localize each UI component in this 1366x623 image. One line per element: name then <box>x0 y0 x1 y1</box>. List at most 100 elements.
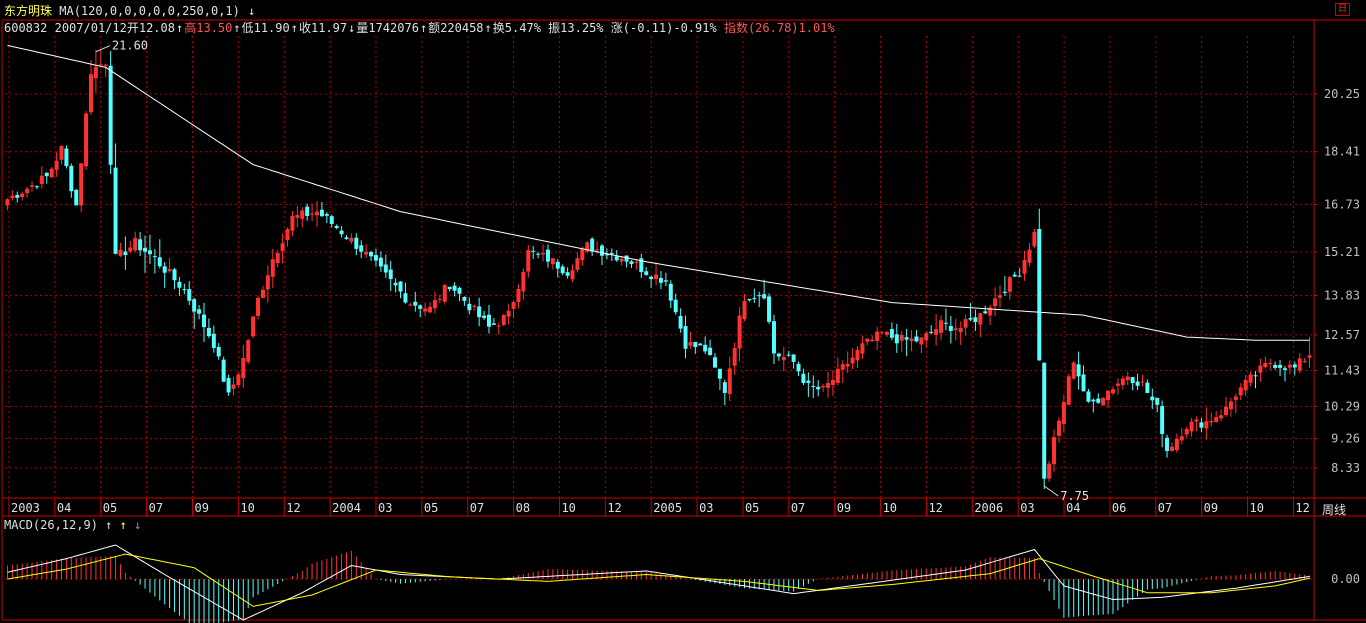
candle-body-down <box>757 295 762 297</box>
candle-body-down <box>604 254 609 256</box>
candle-body-up <box>1125 376 1130 381</box>
candle-body-up <box>742 300 747 320</box>
candle-body-up <box>432 299 437 309</box>
candle-body-up <box>727 368 732 394</box>
candle-body-down <box>889 329 894 338</box>
candle-body-down <box>1135 381 1140 386</box>
candle-body-up <box>585 242 590 252</box>
candle-body-down <box>339 230 344 235</box>
candle-body-down <box>904 337 909 340</box>
candle-body-down <box>221 359 226 382</box>
period-selector[interactable]: 周线 <box>1322 503 1347 517</box>
candle-body-up <box>978 313 983 325</box>
candle-body-up <box>570 270 575 280</box>
candle-body-up <box>826 382 831 388</box>
candle-body-down <box>1037 228 1042 361</box>
candle-body-down <box>629 261 634 265</box>
candle-body-up <box>1233 396 1238 400</box>
candle-body-up <box>1115 383 1120 386</box>
candle-body-down <box>801 373 806 384</box>
candle-body-up <box>84 113 89 167</box>
candle-body-down <box>1096 398 1101 403</box>
candle-body-up <box>1120 378 1125 386</box>
candle-body-up <box>1302 361 1307 363</box>
candle-body-up <box>1238 387 1243 396</box>
open-label: 开 <box>126 21 139 35</box>
candle-body-up <box>1140 381 1145 383</box>
header-row-title: 东方明珠 MA(120,0,0,0,0,0,250,0,1) ↓ <box>4 2 256 19</box>
candle-body-down <box>393 282 398 286</box>
candle-body-up <box>850 357 855 364</box>
max-price-label: 21.60 <box>112 39 148 53</box>
volume-label: 量 <box>356 21 369 35</box>
candle-body-down <box>359 245 364 252</box>
amplitude-value: 13.25% <box>560 21 604 35</box>
index-value: (26.78) <box>747 21 799 35</box>
candle-body-up <box>1169 446 1174 451</box>
high-value: 13.50 <box>196 21 233 35</box>
date-tick-label: 09 <box>1204 501 1218 515</box>
candle-body-up <box>1027 249 1032 263</box>
candle-body-down <box>324 213 329 216</box>
candle-body-up <box>290 215 295 231</box>
candle-body-up <box>241 357 246 379</box>
candle-body-up <box>1287 364 1292 368</box>
candle-body-down <box>811 385 816 387</box>
candle-body-down <box>565 272 570 276</box>
candle-body-up <box>732 347 737 366</box>
candle-body-up <box>88 74 93 113</box>
candle-body-down <box>914 336 919 342</box>
candle-body-up <box>280 243 285 251</box>
candle-body-down <box>1091 399 1096 402</box>
candle-body-down <box>948 325 953 332</box>
candle-body-down <box>74 189 79 206</box>
date-tick-label: 07 <box>1158 501 1172 515</box>
candle-body-down <box>64 148 69 166</box>
candle-body-down <box>1150 396 1155 401</box>
restore-window-button[interactable]: 日 <box>1335 3 1350 16</box>
arrow-up-icon: ↑ <box>484 21 492 35</box>
candle-body-down <box>369 251 374 257</box>
candle-body-down <box>486 314 491 327</box>
candle-body-up <box>1194 419 1199 422</box>
candle-body-down <box>663 280 668 282</box>
candle-body-down <box>123 251 128 255</box>
candle-body-up <box>1209 421 1214 423</box>
candle-body-down <box>34 186 39 188</box>
candle-body-up <box>103 64 108 66</box>
candle-body-up <box>1056 420 1061 436</box>
candle-body-up <box>428 306 433 313</box>
candle-body-down <box>1081 374 1086 392</box>
candle-body-down <box>1165 437 1170 452</box>
candle-body-up <box>270 259 275 277</box>
candle-body-up <box>909 338 914 341</box>
candle-body-up <box>821 385 826 388</box>
candle-body-down <box>771 321 776 354</box>
candle-body-up <box>1224 406 1229 416</box>
candle-body-up <box>870 339 875 342</box>
candle-body-down <box>560 266 565 274</box>
candle-body-up <box>580 248 585 261</box>
candle-body-down <box>15 194 20 198</box>
candle-body-down <box>211 333 216 348</box>
candle-body-up <box>128 247 133 252</box>
candlestick-series <box>5 49 1312 489</box>
candle-body-down <box>703 344 708 352</box>
candle-body-down <box>678 315 683 329</box>
candle-body-down <box>644 271 649 275</box>
date-tick-label: 03 <box>1020 501 1034 515</box>
amount-label: 额 <box>428 21 441 35</box>
candle-body-up <box>1307 355 1312 358</box>
candle-body-up <box>118 249 123 256</box>
candle-body-up <box>251 316 256 337</box>
date-tick-label: 10 <box>561 501 575 515</box>
arrow-up-icon: ↑ <box>233 21 241 35</box>
candle-body-up <box>516 288 521 302</box>
price-tick-label: 8.33 <box>1331 461 1360 475</box>
candle-body-down <box>157 257 162 267</box>
candle-body-up <box>236 374 241 386</box>
candle-body-up <box>10 195 15 199</box>
stock-code: 600832 <box>4 21 48 35</box>
candle-body-up <box>899 335 904 341</box>
